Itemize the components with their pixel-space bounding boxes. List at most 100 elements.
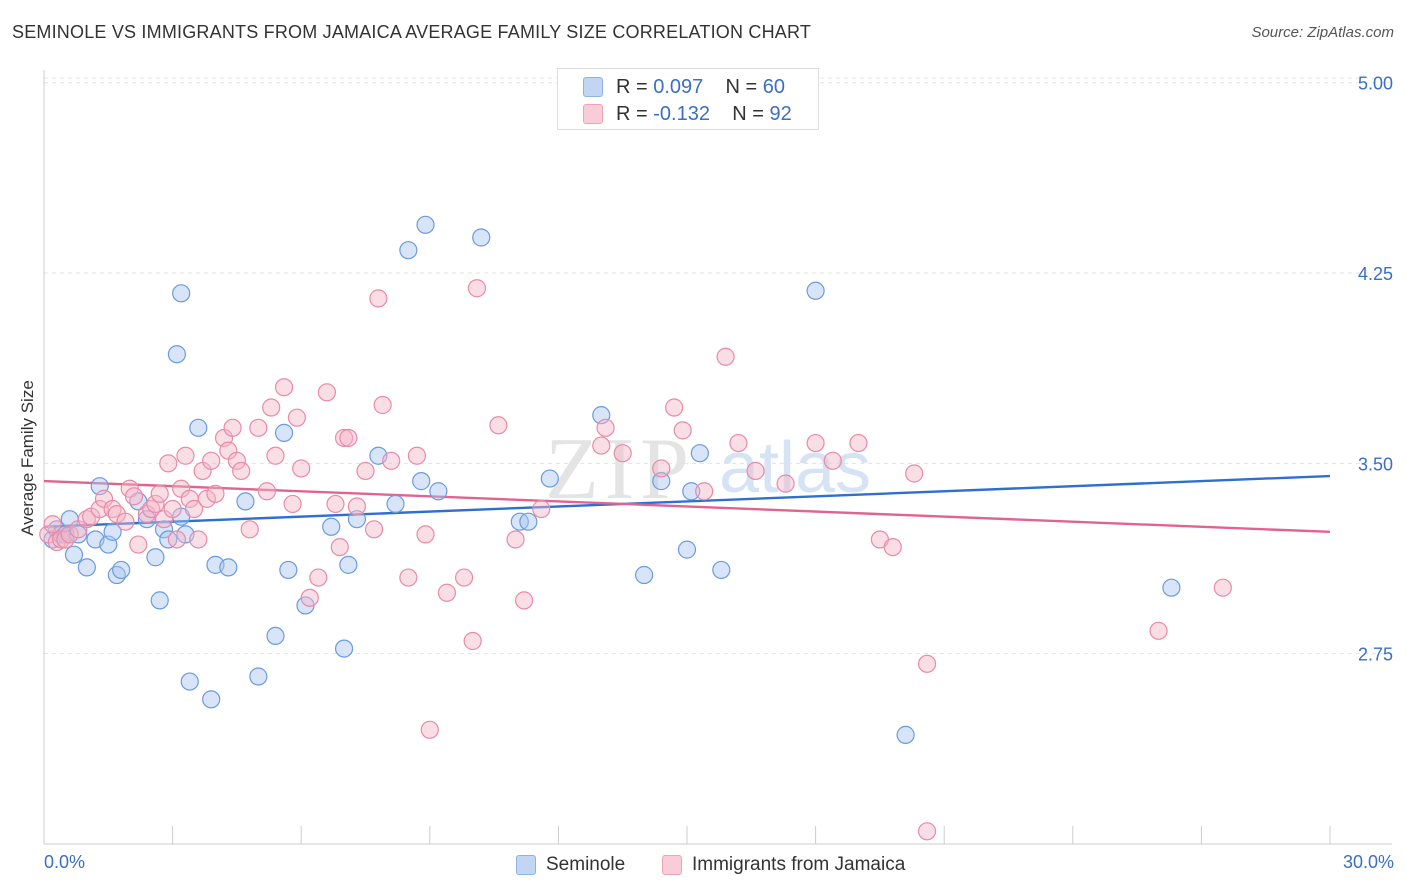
point-0-53 [682, 482, 701, 501]
stats-legend: R = 0.097 N = 60 R = -0.132 N = 92 [557, 68, 819, 130]
point-0-5 [64, 545, 84, 564]
point-0-16 [146, 548, 165, 567]
point-1-1 [43, 515, 62, 534]
axes [43, 70, 1392, 845]
point-1-22 [159, 454, 178, 473]
point-0-35 [322, 517, 341, 536]
point-1-37 [227, 451, 246, 470]
point-0-50 [635, 565, 654, 585]
point-1-89 [905, 464, 924, 483]
point-1-88 [883, 537, 902, 557]
point-1-54 [339, 428, 358, 448]
stats-row-jamaica: R = -0.132 N = 92 [583, 102, 792, 126]
point-0-31 [266, 626, 285, 646]
point-1-84 [806, 433, 825, 453]
point-0-57 [896, 725, 915, 744]
legend-swatch-jamaica [662, 855, 682, 875]
point-1-13 [116, 512, 135, 531]
point-0-28 [219, 558, 238, 577]
point-1-29 [189, 530, 208, 549]
point-0-54 [690, 444, 709, 463]
swatch-jamaica [583, 104, 603, 124]
point-1-62 [407, 446, 427, 465]
point-1-5 [60, 525, 79, 544]
point-0-56 [806, 281, 825, 300]
point-0-7 [77, 558, 96, 577]
point-1-32 [202, 451, 221, 470]
n-label: N = [732, 102, 770, 125]
point-1-80 [716, 347, 735, 366]
data-points [39, 215, 1232, 841]
stats-row-seminole: R = 0.097 N = 60 [583, 75, 785, 99]
n-value: 92 [769, 102, 792, 125]
bottom-legend: Seminole Immigrants from Jamaica [0, 852, 1406, 878]
point-0-25 [189, 418, 208, 437]
point-1-51 [326, 494, 345, 514]
point-0-32 [274, 423, 294, 442]
point-0-26 [202, 690, 221, 709]
point-1-44 [274, 378, 294, 397]
y-tick-labels: 2.75 3.50 4.25 5.00 [1358, 74, 1393, 665]
point-0-38 [347, 510, 367, 529]
point-1-58 [369, 289, 388, 308]
point-1-23 [163, 499, 182, 519]
point-0-45 [472, 228, 491, 247]
point-1-45 [283, 494, 302, 514]
legend-label-jamaica: Immigrants from Jamaica [692, 854, 906, 875]
point-0-48 [540, 469, 559, 488]
point-1-19 [146, 494, 165, 514]
y-tick-label-1: 3.50 [1358, 454, 1393, 474]
point-1-39 [240, 520, 259, 539]
point-1-74 [596, 418, 615, 437]
point-1-93 [1213, 578, 1232, 597]
point-1-71 [515, 591, 534, 610]
point-0-22 [172, 284, 191, 303]
point-0-47 [519, 512, 538, 531]
point-0-30 [249, 667, 268, 686]
point-1-50 [317, 383, 337, 402]
swatch-seminole [583, 77, 603, 97]
r-value: -0.132 [653, 102, 710, 125]
point-1-83 [776, 474, 795, 493]
point-0-42 [412, 472, 431, 491]
point-1-40 [249, 418, 268, 437]
point-1-63 [416, 525, 435, 544]
legend-label-seminole: Seminole [546, 854, 626, 875]
point-1-85 [823, 451, 842, 470]
point-0-51 [652, 472, 671, 491]
point-1-73 [592, 436, 611, 455]
r-label: R = [616, 75, 654, 98]
point-1-61 [399, 568, 418, 587]
legend-item-jamaica[interactable]: Immigrants from Jamaica [662, 852, 905, 878]
r-value: 0.097 [653, 75, 704, 98]
legend-item-seminole[interactable]: Seminole [516, 852, 625, 878]
y-tick-label-3: 5.00 [1358, 74, 1393, 94]
n-label: N = [725, 75, 763, 98]
point-0-43 [416, 215, 435, 234]
point-1-49 [309, 568, 328, 587]
point-1-20 [150, 484, 169, 503]
point-1-16 [129, 535, 148, 554]
x-tick-max: 30.0% [1342, 852, 1394, 872]
point-0-41 [399, 241, 418, 260]
point-0-17 [150, 591, 169, 610]
x-tick-min: 0.0% [44, 852, 86, 872]
point-1-75 [613, 444, 632, 463]
point-1-69 [489, 416, 508, 435]
point-1-24 [167, 530, 186, 549]
y-axis-label: Average Family Size [18, 380, 37, 536]
point-1-59 [373, 395, 392, 415]
point-1-38 [232, 461, 251, 481]
point-0-55 [712, 560, 731, 580]
point-0-58 [1162, 578, 1181, 597]
point-1-46 [287, 408, 307, 427]
point-1-52 [330, 537, 349, 557]
point-1-81 [729, 433, 748, 453]
point-1-53 [334, 428, 354, 448]
point-0-52 [677, 540, 697, 559]
point-1-43 [266, 446, 285, 465]
point-1-26 [176, 446, 195, 465]
point-1-91 [917, 822, 937, 841]
point-1-3 [52, 530, 71, 549]
